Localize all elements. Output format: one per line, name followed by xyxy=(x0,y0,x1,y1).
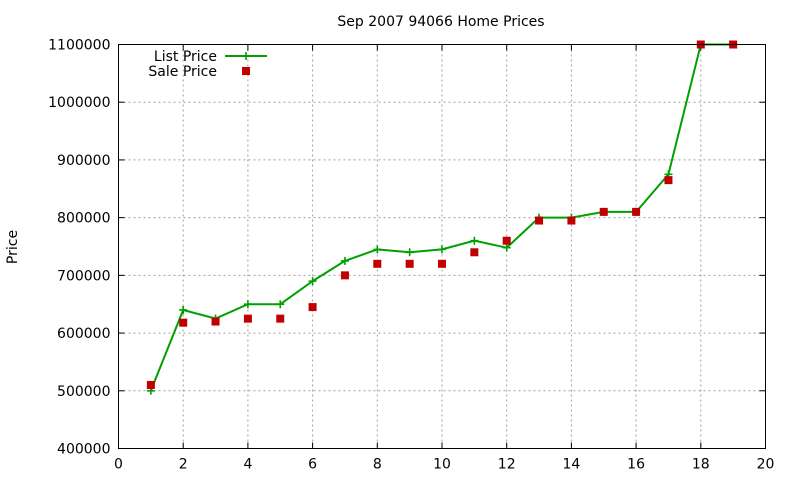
x-tick-label: 18 xyxy=(692,457,710,473)
y-tick-label: 1100000 xyxy=(48,38,110,54)
list-price-point xyxy=(340,256,349,265)
y-tick-label: 800000 xyxy=(57,211,110,227)
x-tick-label: 8 xyxy=(373,457,382,473)
sale-price-point xyxy=(146,381,155,390)
x-tick-label: 14 xyxy=(562,457,580,473)
y-tick-label: 600000 xyxy=(57,326,110,342)
y-tick-label: 1000000 xyxy=(48,95,110,111)
x-tick-label: 0 xyxy=(114,457,123,473)
sale-price-point xyxy=(340,271,349,280)
sale-price-point xyxy=(664,176,673,185)
list-price-point xyxy=(373,245,382,254)
list-price-point xyxy=(470,236,479,245)
sale-price-point xyxy=(179,318,188,327)
sale-price-point xyxy=(567,216,576,225)
list-price-point xyxy=(179,305,188,314)
sale-price-point xyxy=(243,314,252,323)
x-tick-label: 10 xyxy=(433,457,451,473)
x-tick-label: 12 xyxy=(498,457,516,473)
plot-frame xyxy=(118,44,766,449)
x-tick-label: 2 xyxy=(179,457,188,473)
x-tick-label: 6 xyxy=(308,457,317,473)
y-tick-label: 400000 xyxy=(57,442,110,458)
sale-price-point xyxy=(470,248,479,257)
x-tick-label: 20 xyxy=(757,457,775,473)
sale-price-point xyxy=(438,259,446,268)
y-axis-label: Price xyxy=(5,230,21,264)
sale-price-point xyxy=(308,303,317,312)
x-tick-label: 16 xyxy=(627,457,645,473)
sale-price-point xyxy=(373,259,382,268)
legend-swatch-square xyxy=(242,67,250,75)
chart-title: Sep 2007 94066 Home Prices xyxy=(337,14,544,30)
y-tick-label: 900000 xyxy=(57,153,110,169)
x-tick-label: 4 xyxy=(243,457,252,473)
y-tick-label: 700000 xyxy=(57,268,110,284)
list-price-point xyxy=(405,248,414,257)
sale-price-point xyxy=(211,317,220,326)
list-price-point xyxy=(276,300,285,309)
legend-label: List Price xyxy=(154,49,217,65)
list-price-point xyxy=(502,243,511,252)
sale-price-point xyxy=(632,207,641,216)
sale-price-point xyxy=(502,236,511,245)
legend-swatch-plus xyxy=(242,52,250,60)
sale-price-point xyxy=(599,207,608,216)
list-price-point xyxy=(438,245,446,254)
sale-price-point xyxy=(276,314,285,323)
list-price-point xyxy=(243,300,252,309)
legend-label: Sale Price xyxy=(148,64,217,80)
y-tick-label: 500000 xyxy=(57,384,110,400)
list-price-point xyxy=(308,277,317,286)
tick-layer: 0 2 4 6 8 10 12 14 16 18 20 400000 500000 600000 70000… xyxy=(48,38,774,473)
sale-price-point xyxy=(535,216,544,225)
sale-price-point xyxy=(405,259,414,268)
